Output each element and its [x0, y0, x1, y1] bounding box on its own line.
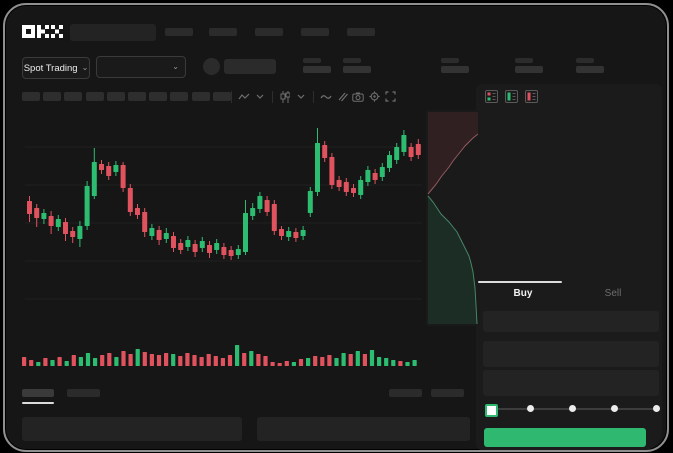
interval-button-10[interactable]	[212, 92, 231, 101]
buy-tab-indicator	[478, 281, 562, 283]
stat-label-4	[515, 58, 533, 63]
stat-value-3	[441, 66, 469, 73]
interval-button-2[interactable]	[43, 92, 62, 101]
chevron-down-icon[interactable]	[253, 90, 267, 104]
trading-mode-label: Spot Trading	[23, 62, 78, 74]
nav-item-2[interactable]	[209, 28, 237, 36]
amount-input[interactable]	[483, 341, 659, 367]
tab-sell[interactable]: Sell	[604, 288, 622, 299]
interval-button-8[interactable]	[170, 92, 189, 101]
draw-lines-icon[interactable]	[335, 90, 349, 104]
interval-button-4[interactable]	[85, 92, 104, 101]
chart-tools	[228, 89, 397, 104]
slider-stop-3[interactable]	[610, 405, 618, 412]
line-overlay-icon[interactable]	[319, 90, 333, 104]
slider-stop-1[interactable]	[527, 405, 535, 412]
stat-label-5	[576, 58, 594, 63]
chevron-down-icon: ⌄	[172, 62, 179, 71]
orders-panel-placeholder	[22, 417, 242, 441]
book-bids-view-icon[interactable]	[505, 90, 518, 103]
bottom-tab-1[interactable]	[22, 389, 54, 397]
slider-stop-2[interactable]	[569, 405, 576, 412]
stat-label-3	[441, 58, 459, 63]
pair-name-placeholder	[224, 59, 276, 74]
stat-value-1	[303, 66, 331, 73]
active-tab-underline	[22, 402, 54, 404]
nav-item-5[interactable]	[347, 28, 375, 36]
divider	[313, 90, 314, 103]
zigzag-indicator-icon[interactable]	[237, 90, 251, 104]
okx-logo[interactable]	[22, 25, 64, 39]
chevron-down-icon: ⌄	[81, 63, 89, 72]
trading-mode-dropdown[interactable]: Spot Trading ⌄	[22, 57, 90, 79]
bottom-control-2[interactable]	[431, 389, 464, 397]
buy-submit-button[interactable]	[484, 428, 646, 447]
stat-value-4	[515, 66, 543, 73]
fullscreen-icon[interactable]	[383, 90, 397, 104]
price-input[interactable]	[483, 311, 659, 332]
nav-item-3[interactable]	[255, 28, 283, 36]
stat-value-2	[343, 66, 371, 73]
camera-icon[interactable]	[351, 90, 365, 104]
slider-handle[interactable]	[484, 404, 498, 417]
nav-item-4[interactable]	[301, 28, 329, 36]
chevron-down-icon[interactable]	[294, 90, 308, 104]
book-asks-view-icon[interactable]	[525, 90, 538, 103]
chart-interval-bar	[22, 92, 231, 101]
coin-avatar	[203, 58, 220, 75]
interval-button-3[interactable]	[64, 92, 83, 101]
settings-gear-icon[interactable]	[367, 90, 381, 104]
history-panel-placeholder	[257, 417, 470, 441]
stat-value-5	[576, 66, 604, 73]
slider-stop-4[interactable]	[652, 405, 660, 412]
interval-button-5[interactable]	[106, 92, 125, 101]
nav-item-1[interactable]	[165, 28, 193, 36]
stat-label-2	[343, 58, 361, 63]
bottom-tab-2[interactable]	[67, 389, 100, 397]
bottom-control-1[interactable]	[389, 389, 422, 397]
tab-buy[interactable]: Buy	[513, 288, 533, 299]
candle-type-icon[interactable]	[278, 90, 292, 104]
total-input[interactable]	[483, 370, 659, 396]
interval-button-7[interactable]	[149, 92, 168, 101]
interval-button-1[interactable]	[22, 92, 40, 101]
book-combined-view-icon[interactable]	[485, 90, 498, 103]
interval-button-6[interactable]	[127, 92, 146, 101]
header-search-placeholder[interactable]	[70, 24, 156, 41]
stat-label-1	[303, 58, 321, 63]
divider	[272, 90, 273, 103]
divider	[231, 90, 232, 103]
interval-button-9[interactable]	[191, 92, 210, 101]
pair-selector-dropdown[interactable]: ⌄	[96, 56, 186, 78]
